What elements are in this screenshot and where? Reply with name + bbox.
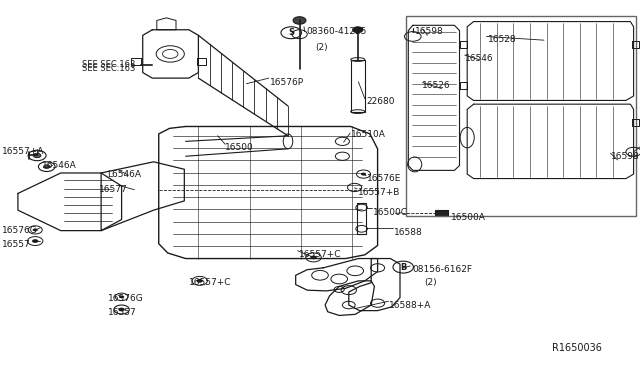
Text: SEE SEC.163: SEE SEC.163 [82, 64, 135, 73]
Text: 16557+C: 16557+C [299, 250, 341, 259]
Text: 16546: 16546 [465, 54, 494, 63]
Text: 16598: 16598 [415, 27, 444, 36]
Text: 16598: 16598 [611, 152, 640, 161]
Text: 16500A: 16500A [451, 213, 486, 222]
Circle shape [118, 308, 125, 311]
Text: B: B [400, 263, 406, 272]
Circle shape [44, 165, 50, 169]
Bar [351, 60, 365, 112]
Circle shape [32, 239, 38, 243]
Text: R1650036: R1650036 [552, 343, 602, 353]
Text: 16557+C: 16557+C [189, 278, 232, 287]
Text: 16546A: 16546A [42, 161, 76, 170]
Text: 16577: 16577 [99, 185, 128, 194]
Text: 16528: 16528 [488, 35, 516, 44]
Circle shape [293, 17, 306, 24]
Circle shape [119, 295, 124, 298]
Text: 08156-6162F: 08156-6162F [412, 265, 472, 274]
Text: (2): (2) [315, 43, 328, 52]
Text: 16500: 16500 [225, 143, 254, 152]
Text: 16557: 16557 [108, 308, 136, 317]
Circle shape [33, 228, 38, 231]
Circle shape [196, 279, 203, 283]
Text: 16557+A: 16557+A [2, 147, 44, 156]
Circle shape [33, 153, 41, 158]
Text: 16576P: 16576P [270, 78, 304, 87]
Text: 22680: 22680 [367, 97, 396, 106]
Text: 16576G: 16576G [108, 294, 143, 303]
Text: SEE SEC.163: SEE SEC.163 [82, 60, 135, 69]
Bar [406, 16, 636, 216]
Bar [435, 210, 448, 216]
Text: 16588: 16588 [394, 228, 423, 237]
Text: 16557: 16557 [2, 240, 31, 249]
Text: 16510A: 16510A [351, 130, 385, 139]
Text: S: S [288, 28, 294, 37]
Circle shape [361, 173, 366, 176]
Text: (2): (2) [424, 278, 437, 287]
Circle shape [310, 256, 317, 259]
Text: 16576G: 16576G [2, 226, 38, 235]
Text: 16588+A: 16588+A [389, 301, 431, 310]
Text: L6546A: L6546A [108, 170, 141, 179]
Text: 16500C: 16500C [373, 208, 408, 217]
Text: 16526: 16526 [422, 81, 451, 90]
Text: 08360-41225: 08360-41225 [306, 27, 366, 36]
Text: 16557+B: 16557+B [358, 188, 400, 197]
Circle shape [353, 27, 363, 33]
Text: 16576E: 16576E [367, 174, 401, 183]
